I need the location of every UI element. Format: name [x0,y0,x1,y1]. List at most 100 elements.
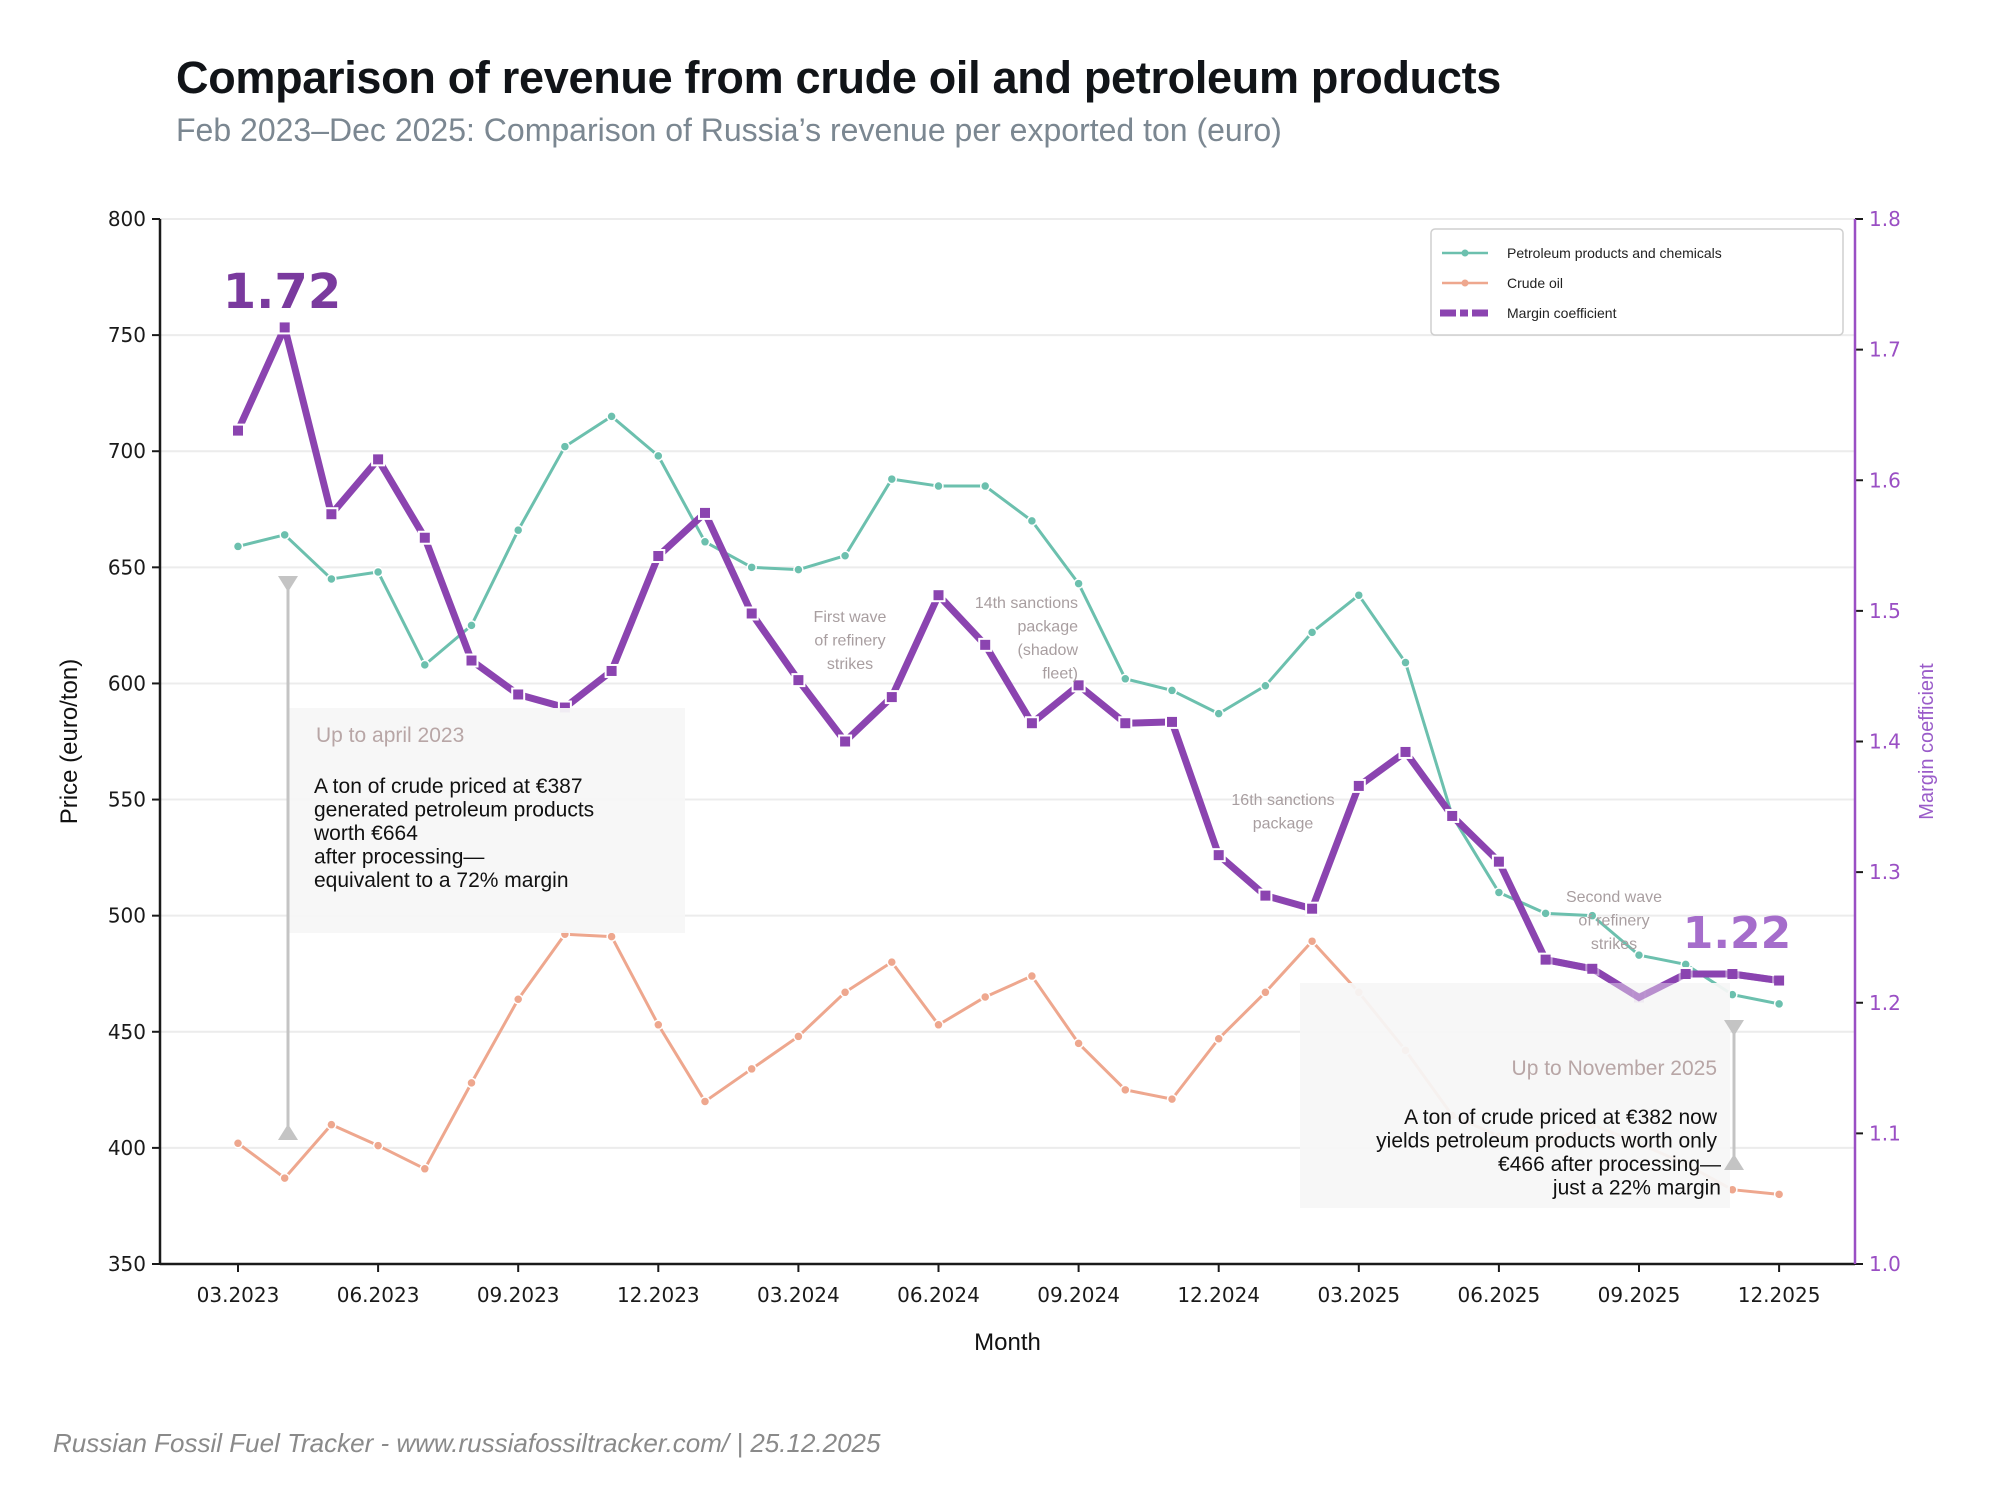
y2-axis-title: Margin coefficient [1916,663,1938,820]
annotation-box-start [288,708,685,933]
petroleum-products-and-chemicals-point [1306,627,1318,638]
legend-box [1430,228,1844,336]
legend-marker-petroleum-products-and-chemicals [1461,249,1469,257]
petroleum-products-and-chemicals-point [1073,578,1084,589]
y2-tick-label: 1.4 [1869,730,1901,754]
y-tick-label: 700 [108,439,146,463]
petroleum-products-and-chemicals-point [1400,657,1411,668]
source-footer: Russian Fossil Fuel Tracker - www.russia… [53,1428,881,1458]
y2-tick-label: 1.5 [1869,599,1901,623]
crude-oil-point [279,1172,290,1184]
margin-point [417,530,432,545]
y-axis-title: Price (euro/ton) [56,659,83,824]
petroleum-products-and-chemicals-point [793,564,804,575]
chart-labels: Up to april 2023 A ton of crude priced at… [223,264,1792,1208]
petroleum-products-and-chemicals-point [1633,949,1645,961]
y-tick-label: 400 [108,1136,146,1160]
crude-oil-point [466,1077,477,1089]
crude-oil-point [1026,970,1038,982]
y2-tick-label: 1.3 [1869,860,1901,884]
margin-point [1024,716,1039,731]
y2-tick-label: 1.6 [1869,468,1901,492]
annotation-line: equivalent to a 72% margin [314,869,569,892]
end-margin-label: 1.22 [1683,908,1792,959]
crude-oil-point [372,1140,384,1151]
margin-tail-overlay [1544,956,1780,1002]
chart-subtitle: Feb 2023–Dec 2025: Comparison of Russia’… [176,112,1282,148]
crude-oil-point [886,956,898,968]
margin-point [1118,716,1133,731]
crude-oil-point [326,1119,337,1130]
legend-label-margin-coefficient: Margin coefficient [1507,305,1617,321]
crude-oil-point [699,1096,711,1107]
event-annotation: package [1018,619,1079,636]
petroleum-products-and-chemicals-point [512,524,524,536]
x-tick-label: 09.2025 [1598,1283,1681,1307]
margin-point [511,687,526,702]
crude-oil-point [653,1019,664,1031]
petroleum-products-and-chemicals-point [326,573,337,585]
margin-point [1071,678,1086,693]
y2-tick-label: 1.0 [1869,1252,1901,1276]
margin-point [1491,854,1506,869]
crude-oil-point [1166,1093,1178,1105]
petroleum-products-and-chemicals-point [279,529,290,541]
petroleum-products-and-chemicals-point [1587,910,1598,921]
x-tick-label: 03.2023 [197,1283,280,1307]
x-tick-label: 06.2025 [1458,1283,1541,1307]
crude-oil-point [232,1137,244,1149]
margin-point [698,505,712,520]
legend-label-crude-oil: Crude oil [1507,275,1563,291]
crude-oil-point [1306,935,1318,947]
range-arrow-top [278,576,298,592]
petroleum-products-and-chemicals-point [1260,680,1271,692]
x-tick-label: 06.2024 [897,1283,980,1307]
margin-point [931,588,946,603]
series-line-margin-coefficient [234,323,1780,1002]
annotation-line: yields petroleum products worth only [1376,1130,1717,1153]
margin-point [324,507,339,522]
crude-oil-point [839,987,851,998]
petroleum-products-and-chemicals-point [1540,908,1551,919]
event-annotation: First wave [814,609,887,626]
margin-point [277,320,292,335]
y2-tick-label: 1.8 [1869,207,1901,231]
petroleum-products-and-chemicals-point [419,659,431,671]
petroleum-products-and-chemicals-point [466,620,477,631]
petroleum-products-and-chemicals-point [979,480,991,492]
x-tick-label: 12.2025 [1738,1283,1821,1307]
y-tick-label: 450 [108,1020,146,1044]
event-annotation: strikes [1591,936,1637,953]
series-layer [231,320,1787,1200]
annotation-line: after processing— [314,846,484,869]
crude-oil-point [1073,1038,1084,1049]
crude-oil-point [512,994,524,1005]
annotation-line: A ton of crude priced at €387 [314,775,583,798]
crude-oil-point [933,1019,944,1031]
crude-oil-point [979,991,991,1003]
y-tick-label: 800 [108,207,146,231]
event-annotation: of refinery [1578,913,1649,930]
event-annotation: 14th sanctions [975,595,1078,612]
crude-oil-point [1120,1084,1131,1096]
axes: 350 400 450 500 550 600 650 700 750 800 1.0 1.1 1.2 1… [56,207,1938,1356]
petroleum-products-and-chemicals-point [606,411,617,422]
petroleum-products-and-chemicals-point [1773,998,1785,1010]
x-tick-label: 12.2023 [617,1283,700,1307]
x-tick-label: 09.2023 [477,1283,560,1307]
petroleum-products-and-chemicals-point [653,450,664,462]
margin-point [791,673,806,688]
margin-point [838,734,853,749]
crude-oil-point [746,1063,757,1075]
margin-point [1398,744,1413,759]
petroleum-products-and-chemicals-point [1026,515,1038,527]
crude-oil-point [1773,1189,1785,1200]
range-arrow-bottom [278,1124,298,1140]
margin-point [1258,888,1273,903]
petroleum-products-and-chemicals-point [1353,589,1365,601]
margin-point [1211,848,1226,863]
legend-label-petroleum-products-and-chemicals: Petroleum products and chemicals [1507,245,1722,261]
y2-tick-label: 1.7 [1869,338,1901,362]
petroleum-products-and-chemicals-point [372,566,384,578]
margin-point [604,663,619,678]
